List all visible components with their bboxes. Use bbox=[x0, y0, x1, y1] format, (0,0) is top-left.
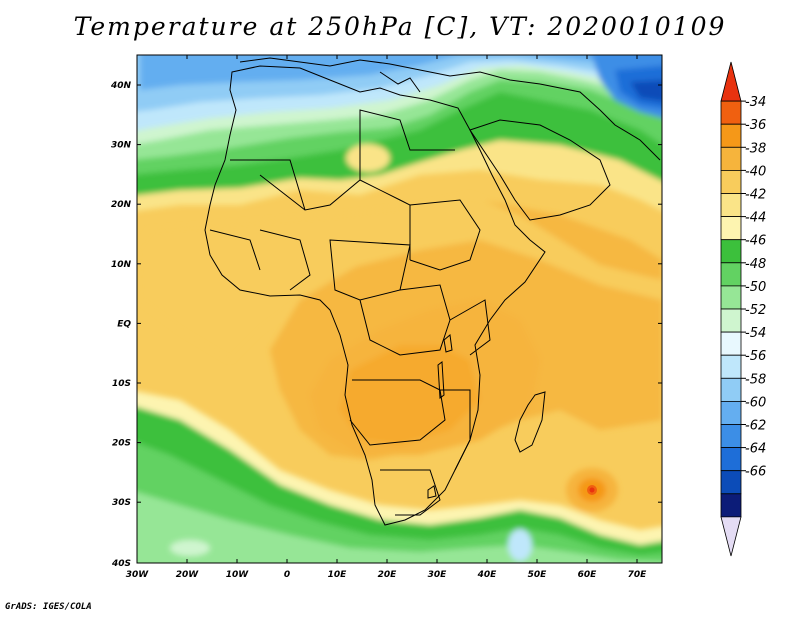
grads-credit: GrADS: IGES/COLA bbox=[5, 602, 92, 612]
colorbar-label: -62 bbox=[745, 419, 766, 434]
colorbar-label: -60 bbox=[745, 395, 766, 410]
colorbar-segment bbox=[720, 285, 742, 310]
colorbar-segment bbox=[720, 193, 742, 218]
colorbar-label: -50 bbox=[745, 280, 766, 295]
colorbar-label: -46 bbox=[745, 234, 766, 249]
colorbar-segment bbox=[720, 239, 742, 264]
colorbar-label: -66 bbox=[745, 465, 766, 480]
lon-label: 10E bbox=[328, 570, 348, 580]
colorbar-segment bbox=[720, 400, 742, 425]
coastlines bbox=[204, 57, 661, 526]
colorbar-label: -34 bbox=[745, 95, 766, 110]
colorbar: -34 -36 -38 -40 -42 -44 -46 -48 -50 -52 -54 -56 -58 -… bbox=[720, 61, 766, 557]
lat-label: 40N bbox=[110, 81, 132, 91]
colorbar-label: -44 bbox=[745, 211, 766, 226]
longitude-labels: 30W 20W 10W 0 10E 20E 30E 40E 50E 60E 70E bbox=[126, 570, 647, 580]
colorbar-label: -48 bbox=[745, 257, 766, 272]
colorbar-segment bbox=[720, 123, 742, 148]
temperature-field bbox=[137, 55, 662, 563]
colorbar-label: -52 bbox=[745, 303, 766, 318]
colorbar-segment bbox=[720, 354, 742, 379]
lon-label: 30W bbox=[126, 570, 150, 580]
colorbar-bottom-arrow bbox=[720, 516, 742, 557]
colorbar-segment bbox=[720, 169, 742, 194]
colorbar-segment bbox=[720, 308, 742, 333]
lat-label: 20N bbox=[111, 200, 132, 210]
colorbar-segment bbox=[720, 377, 742, 402]
axis-ticks bbox=[136, 55, 662, 564]
lon-label: 40E bbox=[477, 570, 498, 580]
lat-label: 10S bbox=[112, 379, 131, 389]
lon-label: 0 bbox=[284, 570, 290, 580]
lat-label: 20S bbox=[112, 439, 131, 449]
colorbar-label: -40 bbox=[745, 164, 766, 179]
colorbar-segment bbox=[720, 100, 742, 125]
colorbar-segment bbox=[720, 424, 742, 449]
map-frame bbox=[136, 54, 663, 564]
colorbar-segment bbox=[720, 470, 742, 495]
colorbar-segment bbox=[720, 262, 742, 287]
map-title: Temperature at 250hPa [C], VT: 202001010… bbox=[73, 12, 727, 41]
colorbar-top-arrow bbox=[720, 61, 742, 102]
lon-label: 70E bbox=[628, 570, 648, 580]
colorbar-label: -38 bbox=[745, 141, 766, 156]
colorbar-segment bbox=[720, 216, 742, 241]
lon-label: 10W bbox=[226, 570, 250, 580]
lat-label: 30S bbox=[112, 498, 131, 508]
colorbar-label: -56 bbox=[745, 349, 766, 364]
lon-label: 20W bbox=[176, 570, 200, 580]
colorbar-label: -58 bbox=[745, 372, 766, 387]
lat-label: 40S bbox=[111, 559, 131, 569]
lon-label: 30E bbox=[428, 570, 448, 580]
lon-label: 20E bbox=[378, 570, 398, 580]
colorbar-label: -42 bbox=[745, 188, 766, 203]
colorbar-label: -36 bbox=[745, 118, 766, 133]
colorbar-segment bbox=[720, 331, 742, 356]
colorbar-label: -64 bbox=[745, 442, 766, 457]
lon-label: 50E bbox=[528, 570, 548, 580]
colorbar-segment bbox=[720, 447, 742, 472]
lat-label: 10N bbox=[111, 260, 132, 270]
lat-label: EQ bbox=[117, 319, 131, 329]
latitude-labels: 40N 30N 20N 10N EQ 10S 20S 30S 40S bbox=[110, 81, 132, 569]
colorbar-label: -54 bbox=[745, 326, 766, 341]
colorbar-segment bbox=[720, 493, 742, 518]
lon-label: 60E bbox=[578, 570, 598, 580]
lat-label: 30N bbox=[111, 141, 132, 151]
colorbar-segment bbox=[720, 146, 742, 171]
